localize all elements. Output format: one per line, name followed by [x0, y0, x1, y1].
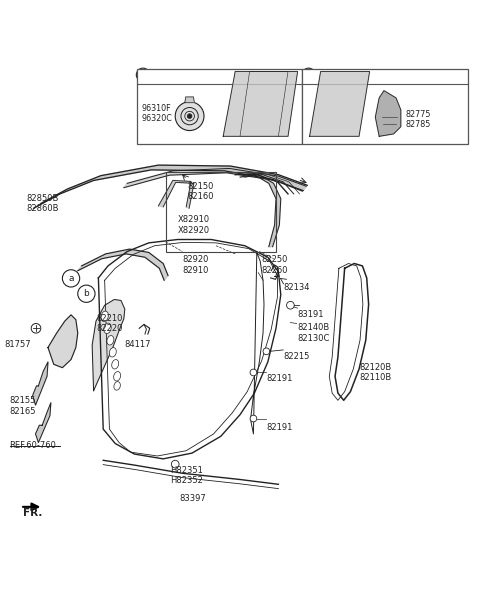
Text: a: a: [68, 274, 74, 283]
Text: 82134: 82134: [283, 283, 310, 292]
Text: FR.: FR.: [23, 509, 42, 518]
Text: 83397: 83397: [179, 494, 206, 503]
Polygon shape: [223, 71, 298, 137]
Text: 82210
82220: 82210 82220: [96, 314, 122, 333]
Text: X82910
X82920: X82910 X82920: [178, 216, 210, 235]
Text: 82850B
82860B: 82850B 82860B: [26, 194, 59, 213]
Circle shape: [250, 369, 257, 376]
Polygon shape: [375, 90, 401, 137]
Text: 82120B
82110B: 82120B 82110B: [359, 363, 391, 382]
Circle shape: [263, 348, 270, 355]
Ellipse shape: [114, 382, 120, 390]
Circle shape: [287, 301, 294, 309]
Circle shape: [187, 114, 192, 119]
Circle shape: [171, 460, 179, 468]
Circle shape: [175, 102, 204, 131]
Text: a: a: [141, 70, 145, 79]
Ellipse shape: [101, 311, 108, 322]
Polygon shape: [36, 403, 51, 443]
Text: 82191: 82191: [266, 423, 293, 432]
Text: 82775
82785: 82775 82785: [406, 110, 431, 129]
Polygon shape: [240, 175, 281, 247]
Ellipse shape: [107, 335, 114, 345]
Polygon shape: [310, 71, 370, 137]
Circle shape: [31, 323, 41, 333]
Circle shape: [302, 68, 315, 81]
Text: b: b: [84, 289, 89, 298]
Text: REF.60-760: REF.60-760: [10, 441, 57, 450]
Ellipse shape: [104, 323, 111, 334]
Circle shape: [62, 270, 80, 287]
Text: 82920
82910: 82920 82910: [182, 255, 209, 275]
Text: 82155
82165: 82155 82165: [10, 397, 36, 416]
Text: 83191: 83191: [298, 310, 324, 319]
Text: 82215: 82215: [283, 352, 310, 361]
Text: 84117: 84117: [125, 340, 151, 349]
Polygon shape: [33, 362, 48, 405]
Text: 82140B
82130C: 82140B 82130C: [298, 323, 330, 343]
Polygon shape: [34, 165, 307, 208]
Text: b: b: [306, 70, 312, 79]
Circle shape: [250, 415, 257, 422]
Bar: [302, 69, 468, 144]
Ellipse shape: [114, 371, 120, 381]
Bar: [166, 173, 276, 252]
Text: H82351
H82352: H82351 H82352: [170, 466, 203, 485]
Text: 81757: 81757: [5, 340, 31, 349]
Circle shape: [78, 285, 95, 302]
Polygon shape: [158, 180, 194, 208]
Bar: [137, 69, 302, 144]
Polygon shape: [92, 300, 125, 391]
Ellipse shape: [112, 359, 119, 369]
Text: 82191: 82191: [266, 374, 293, 383]
Polygon shape: [124, 168, 306, 190]
Text: 96310F
96320C: 96310F 96320C: [142, 104, 172, 123]
Text: 82250
82260: 82250 82260: [262, 255, 288, 275]
Polygon shape: [48, 315, 78, 368]
Circle shape: [136, 68, 150, 81]
Polygon shape: [185, 97, 194, 102]
Ellipse shape: [109, 347, 116, 357]
Polygon shape: [78, 249, 168, 280]
Text: 82150
82160: 82150 82160: [187, 182, 214, 201]
